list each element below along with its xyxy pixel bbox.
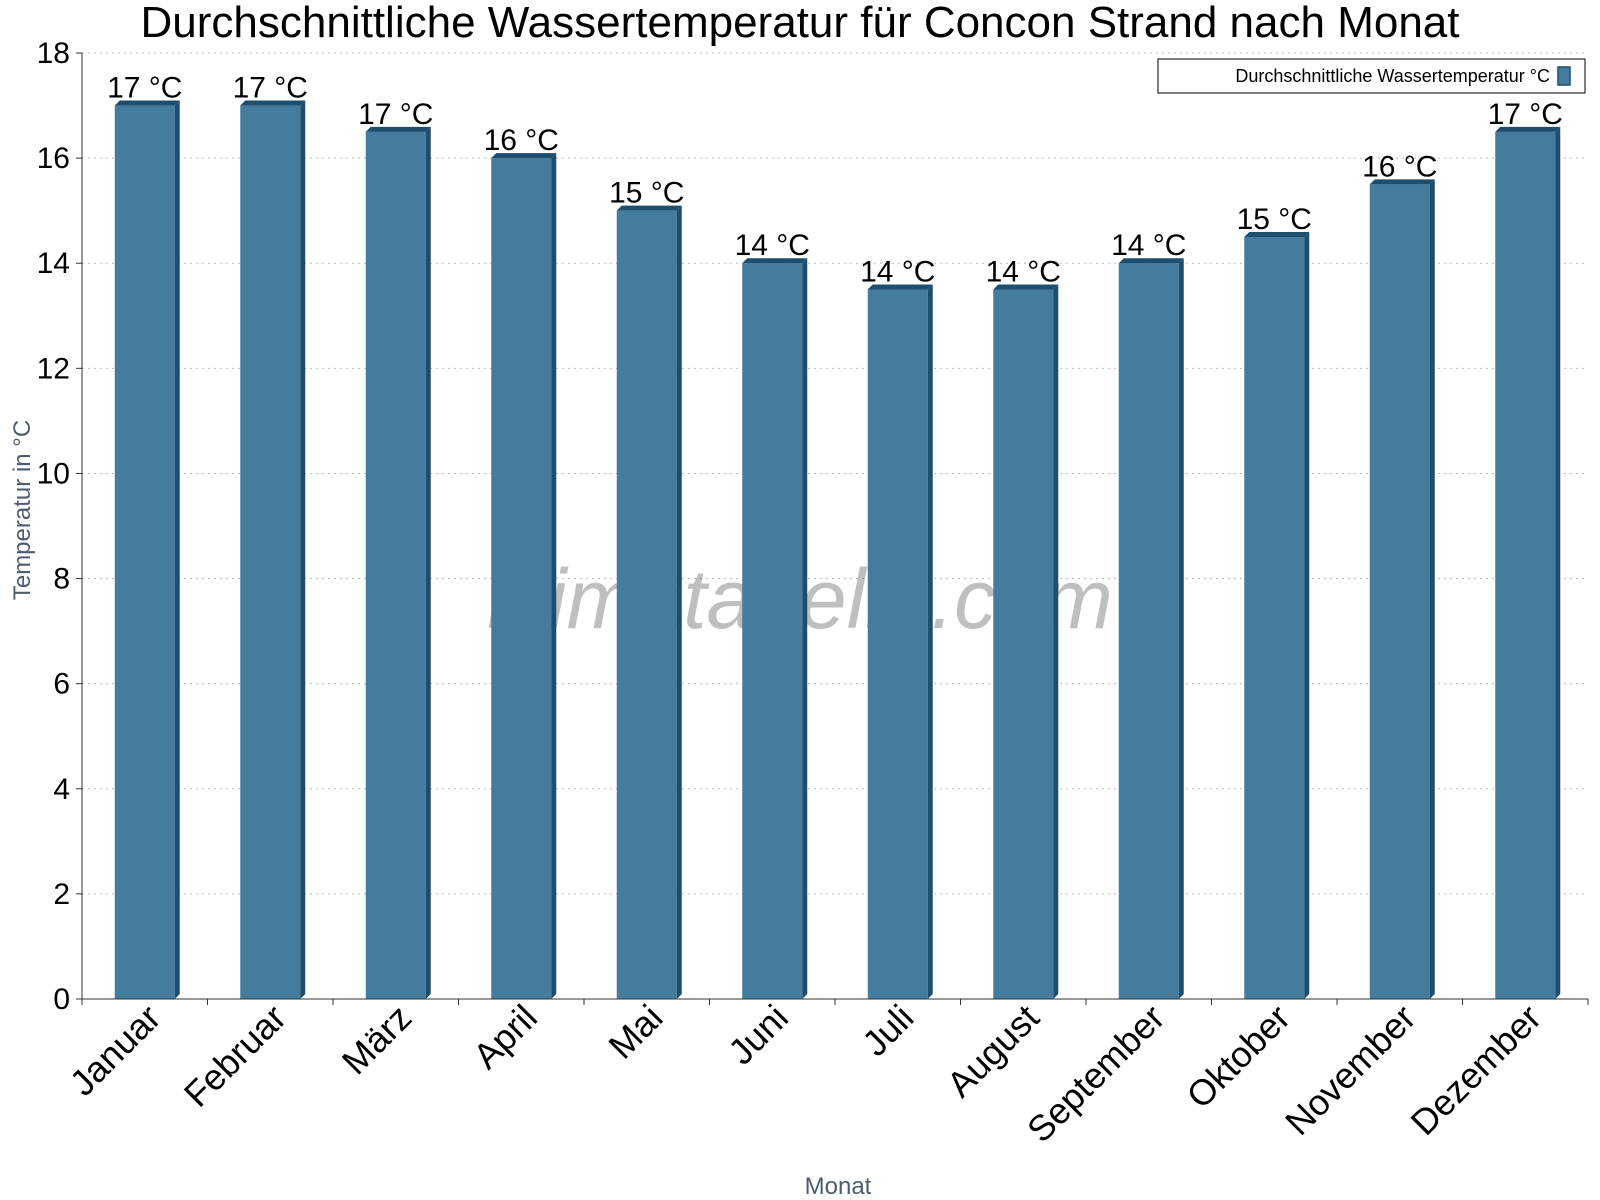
bar — [993, 289, 1054, 999]
x-tick-label: August — [939, 997, 1047, 1105]
bar-top — [993, 284, 1059, 290]
data-label: 17 °C — [358, 98, 433, 131]
x-tick-label: Mai — [600, 997, 670, 1067]
bar-side — [1555, 126, 1561, 1000]
data-label: 17 °C — [107, 72, 182, 105]
bar — [491, 158, 552, 1000]
x-tick-label: Oktober — [1178, 997, 1298, 1117]
bar-side — [1178, 258, 1184, 999]
y-tick-label: 14 — [37, 247, 70, 280]
data-label: 14 °C — [735, 229, 810, 262]
legend-label: Durchschnittliche Wassertemperatur °C — [1235, 66, 1550, 86]
bar-side — [1304, 231, 1310, 999]
y-tick-label: 18 — [37, 37, 70, 70]
x-tick-label: September — [1019, 997, 1173, 1151]
grid-lines — [82, 52, 1588, 895]
legend-box — [1157, 58, 1586, 94]
axes — [81, 53, 1588, 1000]
bar — [742, 263, 803, 999]
bar-top — [616, 205, 682, 211]
y-axis-label: Temperatur in °C — [9, 420, 36, 600]
data-label: 16 °C — [484, 124, 559, 157]
chart-title: Durchschnittliche Wassertemperatur für C… — [141, 0, 1460, 47]
x-tick-label: Dezember — [1402, 997, 1548, 1143]
bars — [114, 100, 1561, 1000]
bar-side — [1429, 179, 1435, 999]
bar-top — [1495, 126, 1561, 132]
y-tick-label: 4 — [53, 773, 70, 806]
bar-side — [927, 284, 933, 999]
x-tick-label: März — [334, 997, 420, 1083]
bar-side — [425, 126, 431, 1000]
data-label: 17 °C — [233, 72, 308, 105]
data-label: 16 °C — [1362, 150, 1437, 183]
legend: Durchschnittliche Wassertemperatur °C — [1157, 58, 1586, 94]
bar — [365, 131, 426, 1000]
bar-top — [365, 126, 431, 132]
bar-top — [114, 100, 180, 106]
bar-top — [867, 284, 933, 290]
bar-top — [1244, 231, 1310, 237]
bar-top — [491, 153, 557, 159]
y-tick-label: 8 — [53, 563, 70, 596]
x-tick-label: Juni — [720, 997, 796, 1073]
bar — [616, 210, 677, 999]
bar-side — [1053, 284, 1059, 999]
bar-side — [174, 100, 180, 1000]
bar-top — [240, 100, 306, 106]
x-tick-label: November — [1277, 997, 1423, 1143]
bar-top — [742, 258, 808, 264]
y-tick-label: 0 — [53, 983, 70, 1016]
x-tick-label: April — [465, 997, 545, 1077]
x-tick-label: Januar — [62, 997, 169, 1104]
bar-side — [300, 100, 306, 1000]
bar-side — [802, 258, 808, 999]
x-tick-label: Juli — [854, 997, 921, 1064]
data-label: 14 °C — [986, 256, 1061, 289]
x-axis-label: Monat — [805, 1173, 872, 1200]
y-tick-label: 2 — [53, 878, 70, 911]
data-label: 14 °C — [860, 256, 935, 289]
bar-side — [676, 205, 682, 999]
bar-side — [551, 153, 557, 1000]
bar — [114, 105, 175, 1000]
y-tick-label: 10 — [37, 457, 70, 490]
bar-top — [1369, 179, 1435, 185]
bar — [1118, 263, 1179, 999]
bar — [1369, 184, 1430, 999]
bar — [1495, 131, 1556, 1000]
y-tick-label: 16 — [37, 142, 70, 175]
legend-swatch — [1557, 66, 1571, 86]
bar — [867, 289, 928, 999]
data-label: 15 °C — [1237, 203, 1312, 236]
y-axis-ticks: 0 2 4 6 8 10 12 14 16 18 — [37, 37, 82, 1016]
data-label: 15 °C — [609, 177, 684, 210]
data-label: 17 °C — [1488, 98, 1563, 131]
bar — [240, 105, 301, 1000]
y-tick-label: 12 — [37, 352, 70, 385]
bar — [1244, 236, 1305, 999]
y-tick-label: 6 — [53, 668, 70, 701]
data-labels: 17 °C 17 °C 17 °C 16 °C 15 °C 14 °C 14 °C 14 °C… — [107, 72, 1563, 289]
x-axis-ticks: Januar Februar März April Mai Juni Juli AugustS… — [62, 997, 1589, 1151]
x-tick-label: Februar — [176, 997, 294, 1115]
data-label: 14 °C — [1111, 229, 1186, 262]
bar-top — [1118, 258, 1184, 264]
